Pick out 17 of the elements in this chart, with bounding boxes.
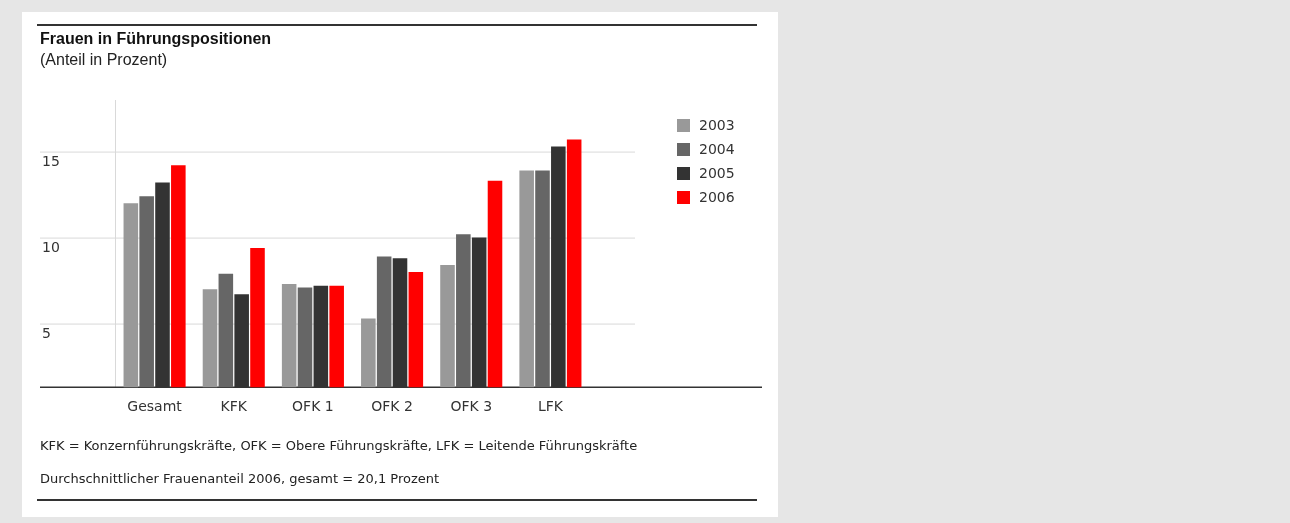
- legend-label: 2003: [699, 117, 735, 133]
- chart-subtitle: (Anteil in Prozent): [40, 51, 168, 69]
- legend-label: 2004: [699, 141, 735, 157]
- text: KFK = Konzernführungskräfte, OFK = Obere Führungskräfte, LFK = Leitende Führungskräfte: [40, 438, 638, 453]
- x-tick-label: KFK: [220, 398, 248, 415]
- x-tick-label: LFK: [537, 398, 564, 415]
- y-tick-label: 5: [42, 325, 51, 342]
- x-tick-label: Gesamt: [127, 398, 183, 415]
- text: Durchschnittlicher Frauenanteil 2006, gesamt = 20,1 Prozent: [40, 471, 440, 486]
- legend-label: 2006: [699, 189, 735, 205]
- x-tick-label: OFK 2: [371, 398, 413, 415]
- chart-title: Frauen in Führungspositionen: [40, 30, 272, 48]
- y-tick-label: 15: [42, 153, 60, 170]
- y-tick-label: 10: [42, 239, 60, 256]
- legend-label: 2005: [699, 165, 735, 181]
- x-tick-label: OFK 3: [450, 398, 493, 415]
- x-tick-label: OFK 1: [292, 398, 334, 415]
